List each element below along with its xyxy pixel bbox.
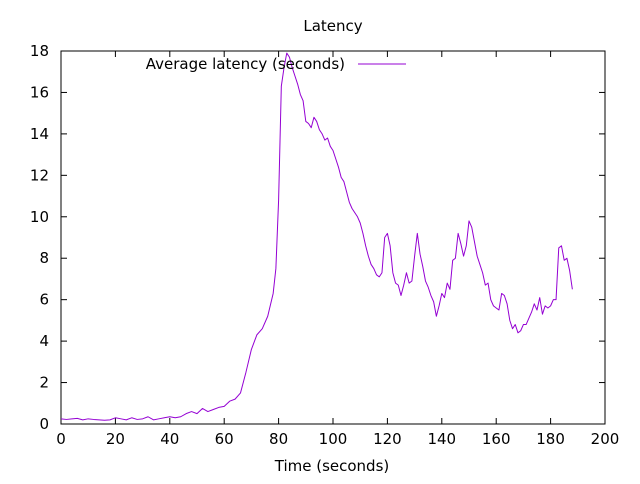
- y-tick-label: 0: [39, 415, 49, 433]
- x-tick-label: 200: [591, 430, 620, 448]
- x-tick-label: 160: [482, 430, 511, 448]
- x-tick-label: 40: [160, 430, 179, 448]
- legend: Average latency (seconds): [146, 55, 406, 73]
- x-tick-label: 80: [269, 430, 288, 448]
- x-tick-label: 0: [56, 430, 66, 448]
- axis-tick-labels: 0 20 40 60 80 100 120 140 160 180 200 0 2 4 6 8 10 12 14 16…: [30, 42, 619, 448]
- y-tick-label: 16: [30, 83, 49, 101]
- x-tick-label: 180: [536, 430, 565, 448]
- y-tick-label: 4: [39, 332, 49, 350]
- y-tick-label: 8: [39, 249, 49, 267]
- plot-frame: [60, 50, 606, 425]
- legend-label: Average latency (seconds): [146, 55, 345, 73]
- y-tick-label: 10: [30, 208, 49, 226]
- series-layer: [60, 52, 573, 421]
- y-tick-label: 2: [39, 374, 49, 392]
- x-tick-label: 20: [106, 430, 125, 448]
- x-tick-label: 100: [319, 430, 348, 448]
- y-tick-label: 12: [30, 166, 49, 184]
- y-tick-label: 18: [30, 42, 49, 60]
- x-axis-label: Time (seconds): [274, 457, 390, 475]
- y-tick-label: 14: [30, 125, 49, 143]
- y-tick-label: 6: [39, 291, 49, 309]
- x-tick-label: 140: [427, 430, 456, 448]
- chart-title: Latency: [303, 17, 362, 35]
- x-tick-label: 60: [215, 430, 234, 448]
- x-tick-label: 120: [373, 430, 402, 448]
- series-line: [60, 52, 573, 421]
